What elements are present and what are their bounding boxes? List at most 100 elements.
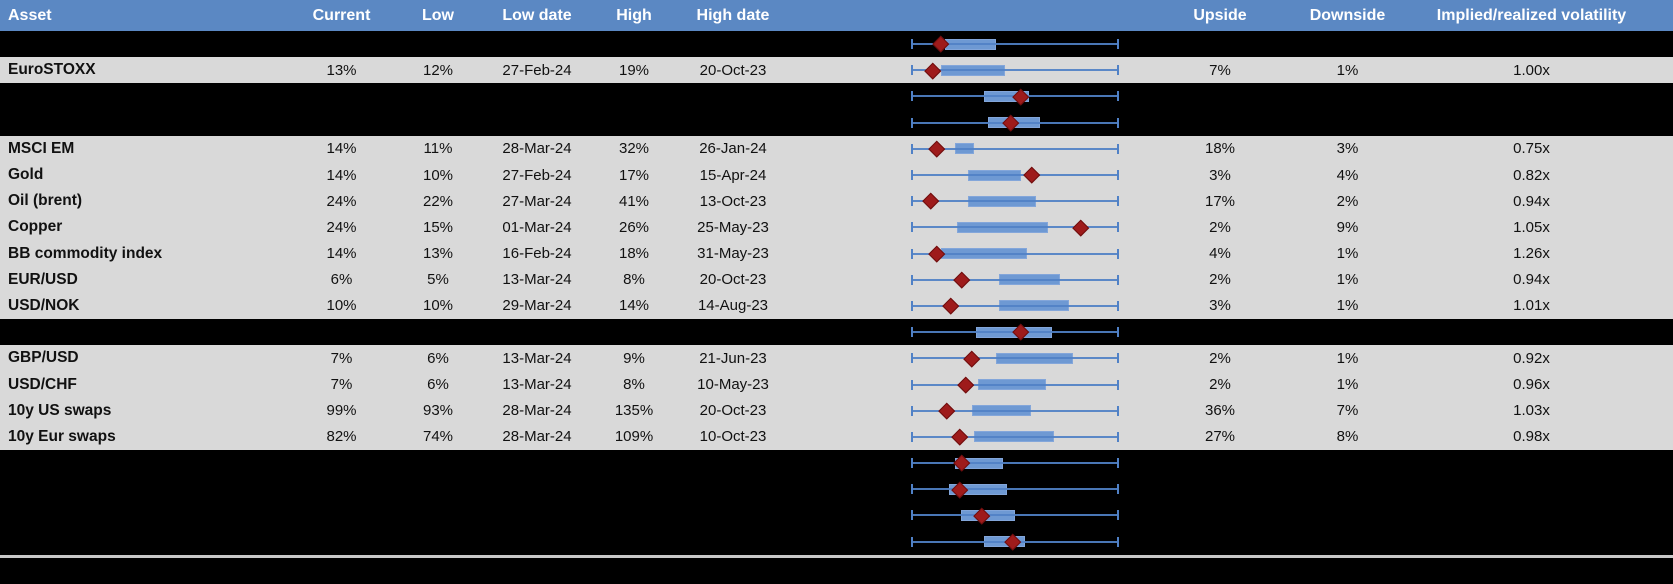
upside-cell[interactable] [1135,31,1305,57]
downside-cell[interactable] [1305,502,1390,528]
upside-cell[interactable] [1135,450,1305,476]
upside-cell[interactable]: 18% [1204,140,1236,158]
ivrv-cell[interactable]: 0.98x [1513,428,1550,446]
asset-cell[interactable] [0,529,285,555]
downside-cell[interactable] [1305,83,1390,109]
current-cell[interactable]: 14% [326,166,357,184]
downside-cell[interactable] [1305,450,1390,476]
high-date-cell[interactable]: 31-May-23 [697,245,769,263]
high-cell[interactable]: 41% [618,192,650,210]
high-cell[interactable]: 18% [618,245,650,263]
ivrv-cell[interactable]: 1.05x [1513,218,1550,236]
low-cell[interactable] [398,529,478,555]
current-cell[interactable] [285,476,398,502]
column-header-upside[interactable]: Upside [1193,6,1247,24]
low-cell[interactable]: 22% [422,192,454,210]
asset-cell[interactable]: 10y Eur swaps [8,427,116,445]
low-cell[interactable]: 13% [422,245,454,263]
asset-cell[interactable]: GBP/USD [8,349,79,367]
asset-cell[interactable]: 10y US swaps [8,401,112,419]
low-date-cell[interactable] [478,476,596,502]
high-cell[interactable] [596,319,672,345]
current-cell[interactable]: 7% [330,376,353,394]
high-cell[interactable]: 19% [618,61,650,79]
ivrv-cell[interactable] [1390,319,1673,345]
upside-cell[interactable]: 27% [1204,428,1236,446]
low-cell[interactable] [398,450,478,476]
high-date-cell[interactable]: 10-Oct-23 [699,428,767,446]
low-date-cell[interactable]: 28-Mar-24 [502,428,572,446]
low-date-cell[interactable]: 01-Mar-24 [502,218,572,236]
ivrv-cell[interactable]: 1.01x [1513,297,1550,315]
downside-cell[interactable]: 1% [1336,61,1359,79]
downside-cell[interactable]: 3% [1336,140,1359,158]
low-cell[interactable]: 93% [422,402,454,420]
asset-cell[interactable] [0,502,285,528]
current-cell[interactable]: 14% [326,140,357,158]
low-cell[interactable] [398,502,478,528]
low-cell[interactable]: 10% [422,297,454,315]
downside-cell[interactable]: 8% [1336,428,1359,446]
low-cell[interactable]: 6% [427,349,449,367]
high-date-cell[interactable]: 14-Aug-23 [697,297,769,315]
high-cell[interactable] [596,31,672,57]
upside-cell[interactable]: 4% [1209,245,1231,263]
upside-cell[interactable] [1135,502,1305,528]
ivrv-cell[interactable] [1390,476,1673,502]
asset-cell[interactable]: USD/NOK [8,296,80,314]
low-date-cell[interactable] [478,450,596,476]
low-date-cell[interactable] [478,319,596,345]
low-cell[interactable] [398,83,478,109]
asset-cell[interactable] [0,450,285,476]
asset-cell[interactable]: BB commodity index [8,244,163,262]
upside-cell[interactable]: 7% [1209,61,1231,79]
low-cell[interactable]: 6% [427,376,449,394]
upside-cell[interactable]: 2% [1209,376,1231,394]
column-header-asset[interactable]: Asset [8,6,52,24]
low-date-cell[interactable] [478,31,596,57]
upside-cell[interactable] [1135,529,1305,555]
low-date-cell[interactable]: 13-Mar-24 [502,349,572,367]
high-date-cell[interactable]: 20-Oct-23 [699,402,767,420]
high-cell[interactable] [596,110,672,136]
current-cell[interactable] [285,319,398,345]
column-header-downside[interactable]: Downside [1309,6,1386,24]
low-cell[interactable] [398,476,478,502]
asset-cell[interactable]: EuroSTOXX [8,61,96,79]
high-date-cell[interactable] [672,529,794,555]
downside-cell[interactable]: 2% [1336,192,1359,210]
high-cell[interactable]: 9% [623,349,645,367]
high-cell[interactable] [596,83,672,109]
high-cell[interactable]: 109% [614,428,654,446]
upside-cell[interactable] [1135,319,1305,345]
low-date-cell[interactable] [478,83,596,109]
downside-cell[interactable] [1305,31,1390,57]
high-date-cell[interactable]: 20-Oct-23 [699,61,767,79]
high-cell[interactable] [596,502,672,528]
current-cell[interactable]: 14% [326,245,357,263]
low-cell[interactable]: 74% [422,428,454,446]
current-cell[interactable] [285,110,398,136]
ivrv-cell[interactable]: 0.96x [1513,376,1550,394]
high-date-cell[interactable] [672,502,794,528]
current-cell[interactable]: 24% [326,218,357,236]
column-header-implied-realized-volatility[interactable]: Implied/realized volatility [1436,6,1627,24]
upside-cell[interactable]: 2% [1209,271,1231,289]
low-cell[interactable]: 10% [422,166,454,184]
downside-cell[interactable]: 1% [1336,245,1359,263]
downside-cell[interactable] [1305,319,1390,345]
current-cell[interactable]: 10% [326,297,357,315]
downside-cell[interactable]: 4% [1336,166,1359,184]
high-date-cell[interactable]: 26-Jan-24 [699,140,767,158]
ivrv-cell[interactable] [1390,31,1673,57]
asset-cell[interactable]: USD/CHF [8,375,77,393]
low-cell[interactable]: 11% [423,140,453,158]
low-date-cell[interactable]: 29-Mar-24 [502,297,572,315]
current-cell[interactable]: 6% [330,271,353,289]
downside-cell[interactable]: 7% [1336,402,1359,420]
upside-cell[interactable] [1135,83,1305,109]
high-date-cell[interactable]: 25-May-23 [697,218,769,236]
downside-cell[interactable] [1305,476,1390,502]
high-cell[interactable] [596,529,672,555]
downside-cell[interactable]: 1% [1336,349,1359,367]
